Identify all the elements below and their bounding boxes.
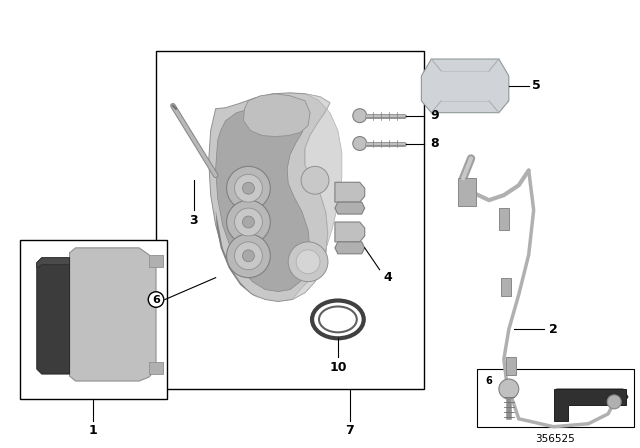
Polygon shape <box>36 258 70 268</box>
Text: 5: 5 <box>532 79 541 92</box>
Circle shape <box>227 200 270 244</box>
Circle shape <box>227 234 270 278</box>
Polygon shape <box>70 248 156 381</box>
Polygon shape <box>243 94 310 137</box>
Text: 356525: 356525 <box>536 434 575 444</box>
Text: 2: 2 <box>549 323 558 336</box>
Text: 6: 6 <box>486 376 492 386</box>
Polygon shape <box>554 389 626 421</box>
Text: 7: 7 <box>346 424 354 437</box>
Polygon shape <box>216 210 260 300</box>
Bar <box>149 255 163 267</box>
Polygon shape <box>292 94 342 300</box>
Bar <box>458 178 476 206</box>
Polygon shape <box>557 389 628 419</box>
Circle shape <box>234 208 262 236</box>
Polygon shape <box>421 59 509 113</box>
Circle shape <box>243 250 255 262</box>
Text: 6: 6 <box>152 294 160 305</box>
Circle shape <box>234 174 262 202</box>
Polygon shape <box>335 222 365 242</box>
Circle shape <box>607 395 621 409</box>
Circle shape <box>234 242 262 270</box>
Polygon shape <box>335 242 365 254</box>
Circle shape <box>301 166 329 194</box>
Bar <box>506 357 516 375</box>
Polygon shape <box>209 93 330 302</box>
Circle shape <box>353 137 367 151</box>
Bar <box>156 51 424 389</box>
Bar <box>499 208 509 230</box>
Polygon shape <box>36 258 70 374</box>
Polygon shape <box>335 182 365 202</box>
Text: 3: 3 <box>189 214 198 227</box>
Text: 1: 1 <box>89 424 98 437</box>
Bar <box>501 278 511 296</box>
Polygon shape <box>335 202 365 214</box>
Bar <box>477 369 634 427</box>
Polygon shape <box>216 109 310 292</box>
Circle shape <box>296 250 320 274</box>
Text: 9: 9 <box>430 109 438 122</box>
Circle shape <box>243 216 255 228</box>
Text: 4: 4 <box>383 271 392 284</box>
Text: 10: 10 <box>329 361 347 374</box>
Bar <box>20 240 167 399</box>
Circle shape <box>243 182 255 194</box>
Circle shape <box>499 379 519 399</box>
Bar <box>149 362 163 374</box>
Circle shape <box>288 242 328 282</box>
Circle shape <box>227 166 270 210</box>
Circle shape <box>353 109 367 123</box>
Text: 8: 8 <box>430 137 438 150</box>
